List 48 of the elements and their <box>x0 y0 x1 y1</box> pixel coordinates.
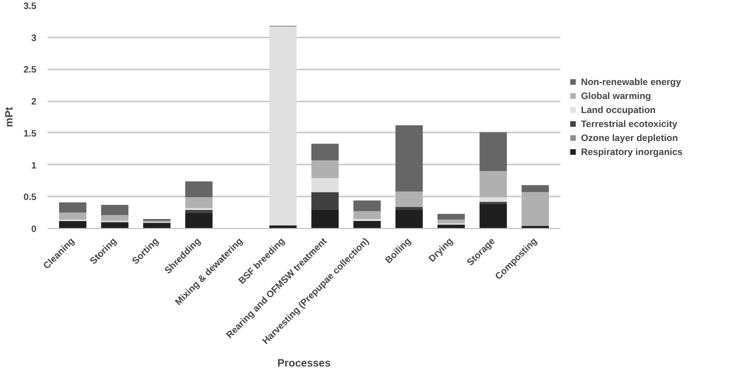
legend-label: Terrestrial ecotoxicity <box>581 118 678 130</box>
bar <box>438 220 465 224</box>
bar <box>185 212 213 228</box>
legend-label: Respiratory inorganics <box>581 146 683 158</box>
bar <box>101 222 128 228</box>
legend-label: Non-renewable energy <box>581 76 682 88</box>
bar <box>480 204 507 228</box>
bar <box>101 204 128 216</box>
y-tick-label: 1 <box>31 160 37 170</box>
bar <box>59 221 86 228</box>
bar <box>353 200 381 212</box>
bar <box>480 171 507 198</box>
bar <box>59 212 86 220</box>
bar <box>269 26 297 226</box>
bar <box>395 125 423 192</box>
y-tick-label: 2.5 <box>24 64 36 75</box>
bar <box>185 197 213 208</box>
bar <box>522 185 549 192</box>
bar <box>480 197 507 202</box>
y-tick-label: 3.5 <box>24 1 36 11</box>
bar <box>59 202 86 213</box>
y-tick-label: 1.5 <box>24 128 36 138</box>
bar <box>395 210 423 228</box>
bar <box>311 178 339 192</box>
bar <box>311 160 339 178</box>
bar <box>438 214 465 220</box>
legend-label: Global warming <box>581 90 651 102</box>
bar <box>311 144 339 160</box>
legend-label: Ozone layer depletion <box>581 132 678 144</box>
y-tick-label: 0.5 <box>24 192 36 202</box>
bar <box>395 192 423 207</box>
bar <box>480 132 507 172</box>
bar <box>353 211 381 219</box>
bar <box>185 181 213 198</box>
bar <box>395 206 423 210</box>
y-tick-label: 2 <box>31 96 37 107</box>
bar <box>522 192 549 226</box>
bar <box>353 220 381 228</box>
y-tick-label: 3 <box>31 32 37 43</box>
y-tick-label: 0 <box>31 224 37 234</box>
x-axis-title: Processes <box>277 358 331 370</box>
legend-label: Land occupation <box>581 104 656 116</box>
bar <box>311 192 339 210</box>
bar <box>311 210 339 228</box>
y-axis-title: mPt <box>4 106 16 128</box>
bar <box>438 224 465 228</box>
bar <box>101 215 128 221</box>
bar <box>185 210 213 213</box>
